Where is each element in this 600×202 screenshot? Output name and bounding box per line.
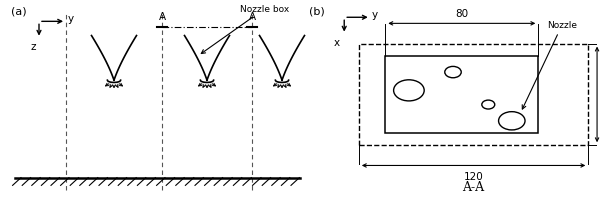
Text: z: z <box>30 41 36 51</box>
Text: Nozzle: Nozzle <box>522 21 577 109</box>
Text: (a): (a) <box>11 6 26 16</box>
Text: (b): (b) <box>309 6 325 16</box>
Text: x: x <box>334 37 340 47</box>
Text: 80: 80 <box>455 9 469 19</box>
Text: y: y <box>372 10 378 20</box>
Text: 120: 120 <box>464 171 484 181</box>
Text: A: A <box>158 12 166 22</box>
Text: Nozzle box: Nozzle box <box>201 5 289 54</box>
Text: A: A <box>248 12 256 22</box>
Text: y: y <box>67 14 74 24</box>
Text: A-A: A-A <box>463 180 485 193</box>
